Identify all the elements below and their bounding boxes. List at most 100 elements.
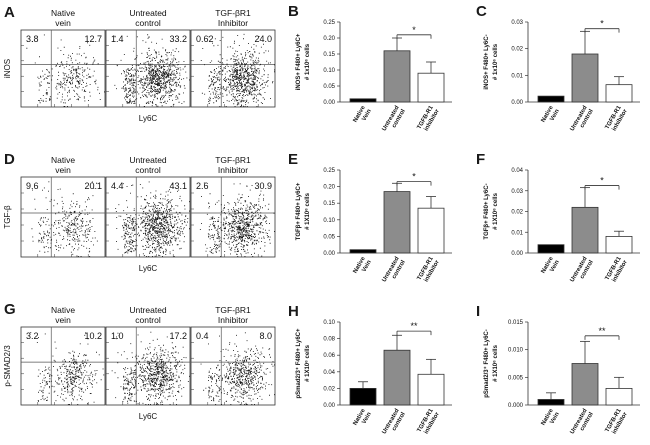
y-tick-label: 0.02 <box>511 210 523 216</box>
category-label: NativeVein <box>541 407 562 430</box>
flow-plot-title: Untreated <box>129 305 167 315</box>
bar-chart-e: E TGFβ+ F480+ Ly6C+ # 1X10⁶ cells 0.00 0.05 0… <box>288 151 452 287</box>
flow-plot-title: vein <box>55 315 71 325</box>
quadrant-left-value: 1.4 <box>111 34 124 44</box>
significance-marker: * <box>412 172 416 182</box>
bar <box>417 207 445 254</box>
quadrant-right-value: 12.7 <box>84 34 102 44</box>
panel-letter-f: F <box>476 151 485 168</box>
flow-plot-title: control <box>135 165 161 175</box>
y-tick-label: 0.15 <box>323 201 335 207</box>
y-tick-label: 0.00 <box>323 100 335 106</box>
flow-plot-frame <box>105 29 191 108</box>
category-label: NativeVein <box>541 255 562 278</box>
quadrant-right-value: 8.0 <box>259 331 272 341</box>
bar-ylabel-line: TGFβ+ F480+ Ly6C- <box>484 183 490 239</box>
category-label: Untreatedcontrol <box>382 256 407 287</box>
y-tick-label: 0.20 <box>323 36 335 42</box>
category-label-line: Vein <box>361 259 373 273</box>
bar <box>383 50 411 103</box>
category-label: TGFB-R1inhibitor <box>417 407 442 437</box>
significance-marker: ** <box>598 326 606 336</box>
bar-ylabel-line: # 1x10⁶ cells <box>305 43 311 80</box>
flow-plot-title: Inhibitor <box>218 18 248 28</box>
quadrant-left-value: 9.6 <box>26 181 39 191</box>
bar-ylabel: pSmad2/3⁺ F480+ Ly6C- # 1X10⁶ cells <box>483 329 499 397</box>
quadrant-right-value: 43.1 <box>169 181 187 191</box>
y-tick-label: 0.02 <box>323 386 335 392</box>
flow-xlabel: Ly6C <box>139 264 158 273</box>
bar-ylabel: pSmad2/3⁺ F480+ Ly6C+ # 1X10⁶ cells <box>295 328 311 398</box>
y-tick-label: 0.01 <box>511 73 523 79</box>
quadrant-left-value: 3.8 <box>26 34 39 44</box>
category-label-line: Vein <box>361 411 373 425</box>
panel-letter-d: D <box>4 151 15 168</box>
flow-plot-title: Untreated <box>129 155 167 165</box>
flow-event-dots <box>115 181 190 257</box>
flow-ylabel: TGF-β <box>3 205 12 229</box>
quadrant-left-value: 2.6 <box>196 181 209 191</box>
flow-plot-title: Native <box>51 8 75 18</box>
flow-event-dots <box>111 331 190 405</box>
significance-marker: * <box>600 176 604 186</box>
flow-plot-title: Untreated <box>129 8 167 18</box>
flow-plot-frame <box>105 176 191 258</box>
flow-plot-title: vein <box>55 18 71 28</box>
bar-chart-f: F TGFβ+ F480+ Ly6C- # 1X10⁶ cells 0.00 0.01 0… <box>476 151 640 287</box>
category-label: TGFB-R1inhibitor <box>605 104 630 134</box>
bar <box>417 72 445 103</box>
category-label-line: Vein <box>549 411 561 425</box>
flow-plot-title: TGF-βR1 <box>215 305 251 315</box>
category-label: Untreatedcontrol <box>570 256 595 287</box>
bar <box>571 363 599 406</box>
flow-event-dots <box>199 182 275 257</box>
y-tick-label: 0.005 <box>508 375 524 381</box>
category-label-line: Vein <box>549 108 561 122</box>
bar <box>349 98 377 103</box>
y-tick-label: 0.25 <box>323 20 335 26</box>
bar <box>605 235 633 254</box>
panel-letter-b: B <box>288 3 299 20</box>
bar-ylabel-line: pSmad2/3⁺ F480+ Ly6C- <box>483 329 490 397</box>
bar-ylabel: iNOS+ F480+ Ly6C- # 1x10⁶ cells <box>484 34 499 89</box>
bar <box>383 349 411 406</box>
significance-marker: ** <box>410 321 418 331</box>
flow-plot-title: vein <box>55 165 71 175</box>
bar <box>349 249 377 254</box>
flow-event-dots <box>26 34 105 107</box>
quadrant-right-value: 17.2 <box>169 331 187 341</box>
y-tick-label: 0.15 <box>323 52 335 58</box>
y-tick-label: 0.00 <box>323 251 335 257</box>
y-tick-label: 0.01 <box>511 230 523 236</box>
y-tick-label: 0.00 <box>511 100 523 106</box>
category-label: TGFB-R1inhibitor <box>605 407 630 437</box>
flow-plot: Untreatedcontrol 1.0 17.2 <box>105 305 191 406</box>
bar <box>383 191 411 254</box>
y-tick-label: 0.20 <box>323 185 335 191</box>
quadrant-right-value: 30.9 <box>254 181 272 191</box>
bar <box>537 399 565 406</box>
category-label: Untreatedcontrol <box>382 105 407 136</box>
flow-plot-title: Inhibitor <box>218 165 248 175</box>
bar <box>605 84 633 103</box>
bar <box>349 387 377 406</box>
panel-letter-h: H <box>288 303 299 320</box>
y-tick-label: 0.02 <box>511 47 523 53</box>
bar <box>571 206 599 254</box>
flow-plot-title: TGF-βR1 <box>215 8 251 18</box>
category-label: TGFB-R1inhibitor <box>605 255 630 285</box>
flow-plot-title: Native <box>51 155 75 165</box>
y-tick-label: 0.000 <box>508 403 524 409</box>
category-label: NativeVein <box>353 104 374 127</box>
y-tick-label: 0.015 <box>508 320 524 326</box>
y-tick-label: 0.25 <box>323 168 335 174</box>
